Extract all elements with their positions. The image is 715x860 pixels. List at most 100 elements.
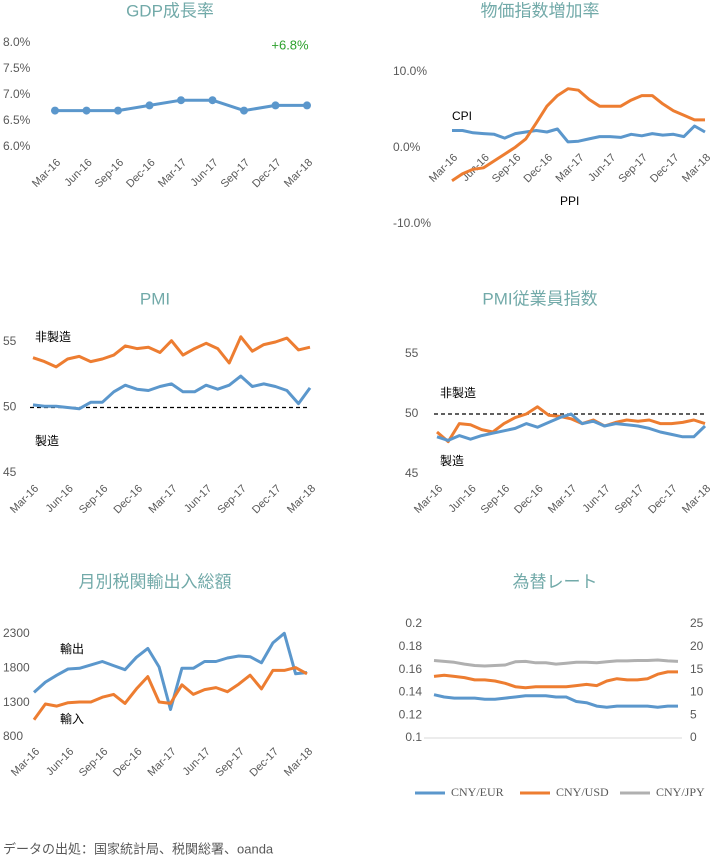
x-tick-label: Dec-16 <box>111 746 145 780</box>
x-tick-label: Mar-16 <box>412 483 445 516</box>
x-tick-label: Dec-16 <box>512 483 546 517</box>
data-point <box>51 106 59 115</box>
x-tick-label: Mar-17 <box>146 746 179 779</box>
y-tick-label: 55 <box>3 334 17 348</box>
source-note: データの出処：国家統計局、税関総署、oanda <box>3 841 274 856</box>
y-tick-label: 0.0% <box>393 140 421 154</box>
y-tick-label: 45 <box>3 465 17 479</box>
y2-tick-label: 0 <box>690 730 697 744</box>
y-tick-label: 55 <box>405 346 419 360</box>
legend-label: CNY/JPY <box>656 785 705 799</box>
series-label: 非製造 <box>35 330 71 344</box>
x-tick-label: Dec-16 <box>521 152 555 186</box>
series-label: 製造 <box>440 454 464 468</box>
x-tick-label: Jun-16 <box>446 483 478 515</box>
x-tick-label: Sep-16 <box>479 483 513 517</box>
x-tick-label: Jun-16 <box>62 157 94 189</box>
x-tick-label: Dec-17 <box>250 157 284 191</box>
y-tick-label: 8.0% <box>3 35 31 49</box>
chart-title: PMI従業員指数 <box>482 289 597 308</box>
data-point <box>240 106 248 115</box>
series-label: 輸出 <box>60 641 84 656</box>
data-point <box>114 106 122 115</box>
x-tick-label: Mar-18 <box>680 152 713 185</box>
y2-tick-label: 20 <box>690 639 704 653</box>
series-label: PPI <box>560 194 579 208</box>
series-label: 製造 <box>35 434 59 448</box>
annotation: +6.8% <box>271 37 309 52</box>
y-tick-label: 50 <box>3 400 17 414</box>
x-tick-label: Mar-16 <box>8 483 41 516</box>
y-tick-label: 1300 <box>3 695 30 709</box>
x-tick-label: Sep-17 <box>213 746 247 780</box>
legend-label: CNY/USD <box>556 785 609 799</box>
data-line <box>32 631 308 711</box>
data-point <box>82 106 91 115</box>
x-tick-label: Mar-18 <box>680 483 713 516</box>
y-tick-label: -10.0% <box>393 216 431 230</box>
x-tick-label: Sep-16 <box>93 157 127 191</box>
data-point <box>177 96 185 105</box>
x-tick-label: Jun-17 <box>188 157 220 189</box>
x-tick-label: Sep-17 <box>219 157 253 191</box>
x-tick-label: Mar-17 <box>554 152 587 185</box>
y2-tick-label: 25 <box>690 616 704 630</box>
x-tick-label: Jun-17 <box>182 483 214 515</box>
x-tick-label: Dec-16 <box>111 483 145 517</box>
y-tick-label: 0.2 <box>405 616 422 630</box>
y2-tick-label: 5 <box>690 707 697 721</box>
y2-tick-label: 15 <box>690 662 704 676</box>
x-tick-label: Mar-16 <box>30 157 63 190</box>
x-tick-label: Sep-17 <box>616 152 650 186</box>
x-tick-label: Sep-17 <box>215 483 249 517</box>
x-tick-label: Mar-17 <box>546 483 579 516</box>
x-tick-label: Dec-17 <box>247 746 281 780</box>
chart-title: 月別税関輸出入総額 <box>79 572 232 591</box>
data-line <box>433 658 679 668</box>
data-line <box>32 335 311 369</box>
y2-tick-label: 10 <box>690 685 704 699</box>
data-line <box>32 666 308 721</box>
chart-title: PMI <box>140 289 170 308</box>
legend-label: CNY/EUR <box>451 785 504 799</box>
y-tick-label: 0.14 <box>399 685 423 699</box>
data-line <box>436 412 707 442</box>
x-tick-label: Mar-17 <box>156 157 189 190</box>
series-label: 非製造 <box>440 386 476 400</box>
data-point <box>208 96 217 105</box>
series-label: CPI <box>452 109 472 123</box>
y-tick-label: 1800 <box>3 661 30 675</box>
x-tick-label: Jun-16 <box>44 746 76 778</box>
data-point <box>303 101 311 110</box>
chart-title: GDP成長率 <box>126 1 214 20</box>
x-tick-label: Jun-16 <box>44 483 76 515</box>
x-tick-label: Jun-17 <box>580 483 612 515</box>
x-tick-label: Mar-18 <box>282 746 315 779</box>
x-tick-label: Sep-16 <box>77 746 111 780</box>
data-line <box>436 405 706 444</box>
data-line <box>451 87 705 182</box>
x-tick-label: Sep-16 <box>490 152 524 186</box>
data-line <box>32 374 312 411</box>
data-line <box>433 670 678 690</box>
y-tick-label: 0.12 <box>399 707 423 721</box>
x-tick-label: Dec-17 <box>250 483 284 517</box>
x-tick-label: Jun-17 <box>586 152 618 184</box>
x-tick-label: Dec-16 <box>124 157 158 191</box>
data-line <box>452 124 706 144</box>
chart-title: 物価指数増加率 <box>481 1 600 20</box>
x-tick-label: Sep-16 <box>77 483 111 517</box>
y-tick-label: 0.1 <box>405 730 422 744</box>
y-tick-label: 50 <box>405 406 419 420</box>
y-tick-label: 800 <box>3 729 23 743</box>
data-point <box>271 101 280 110</box>
y-tick-label: 7.5% <box>3 61 31 75</box>
y-tick-label: 2300 <box>3 626 30 640</box>
data-point <box>145 101 154 110</box>
x-tick-label: Dec-17 <box>648 152 682 186</box>
y-tick-label: 0.18 <box>399 639 423 653</box>
y-tick-label: 6.0% <box>3 139 31 153</box>
y-tick-label: 10.0% <box>393 64 427 78</box>
x-tick-label: Jun-17 <box>181 746 213 778</box>
x-tick-label: Sep-17 <box>613 483 647 517</box>
